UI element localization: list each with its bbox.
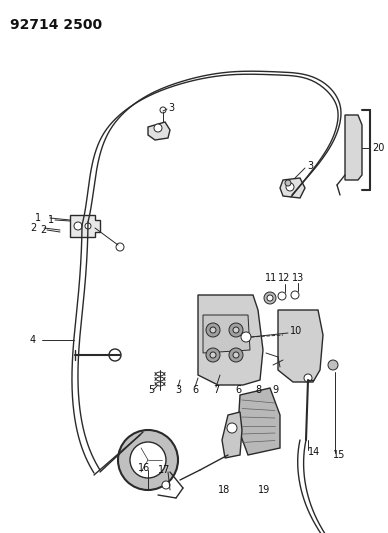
Circle shape	[233, 327, 239, 333]
Text: 18: 18	[218, 485, 230, 495]
Circle shape	[118, 430, 178, 490]
Circle shape	[233, 352, 239, 358]
Text: 19: 19	[258, 485, 270, 495]
Circle shape	[210, 352, 216, 358]
Polygon shape	[203, 315, 250, 353]
Text: 4: 4	[30, 335, 36, 345]
Text: 6: 6	[192, 385, 198, 395]
Polygon shape	[222, 412, 242, 458]
Polygon shape	[70, 215, 100, 237]
Text: 92714 2500: 92714 2500	[10, 18, 102, 32]
Polygon shape	[345, 115, 362, 180]
Text: 12: 12	[278, 273, 290, 283]
Circle shape	[160, 107, 166, 113]
Circle shape	[206, 323, 220, 337]
Polygon shape	[238, 388, 280, 455]
Circle shape	[229, 348, 243, 362]
Text: 3: 3	[175, 385, 181, 395]
Text: 11: 11	[265, 273, 277, 283]
Circle shape	[241, 332, 251, 342]
Circle shape	[278, 292, 286, 300]
Text: 8: 8	[255, 385, 261, 395]
Text: 2: 2	[30, 223, 36, 233]
Text: 6: 6	[235, 385, 241, 395]
Circle shape	[130, 442, 166, 478]
Text: 2: 2	[40, 225, 46, 235]
Polygon shape	[280, 178, 305, 198]
Text: 16: 16	[138, 463, 150, 473]
Circle shape	[116, 243, 124, 251]
Circle shape	[267, 295, 273, 301]
Polygon shape	[278, 310, 323, 382]
Circle shape	[291, 291, 299, 299]
Circle shape	[304, 374, 312, 382]
Text: 3: 3	[307, 161, 313, 171]
Circle shape	[74, 222, 82, 230]
Text: 9: 9	[272, 385, 278, 395]
Text: 14: 14	[308, 447, 320, 457]
Text: 3: 3	[168, 103, 174, 113]
Text: 10: 10	[290, 326, 302, 336]
Circle shape	[229, 323, 243, 337]
Circle shape	[154, 124, 162, 132]
Circle shape	[286, 183, 294, 191]
Text: 1: 1	[35, 213, 41, 223]
Circle shape	[285, 180, 291, 186]
Circle shape	[85, 223, 91, 229]
Text: 1: 1	[48, 215, 54, 225]
Circle shape	[210, 327, 216, 333]
Circle shape	[109, 349, 121, 361]
Circle shape	[162, 481, 170, 489]
Text: 15: 15	[333, 450, 345, 460]
Circle shape	[328, 360, 338, 370]
Text: 17: 17	[158, 465, 170, 475]
Circle shape	[227, 423, 237, 433]
Text: 20: 20	[372, 143, 385, 153]
Polygon shape	[198, 295, 263, 385]
Text: 13: 13	[292, 273, 304, 283]
Circle shape	[206, 348, 220, 362]
Polygon shape	[148, 122, 170, 140]
Text: 5: 5	[148, 385, 154, 395]
Text: 7: 7	[213, 385, 219, 395]
Circle shape	[264, 292, 276, 304]
